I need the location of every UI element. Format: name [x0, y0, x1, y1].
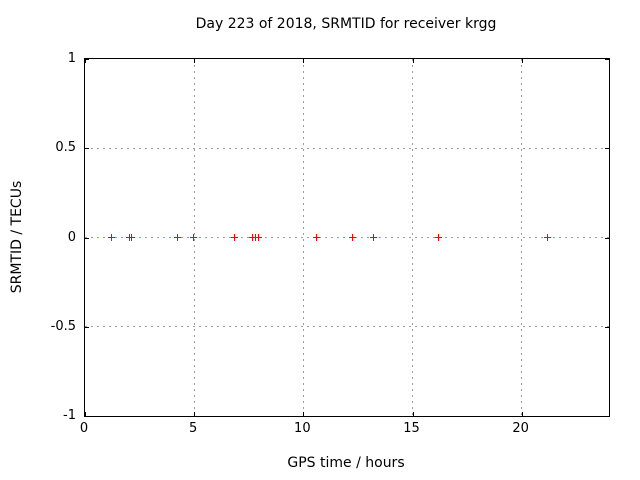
y-tick-mark	[605, 237, 609, 239]
h-gridline	[85, 147, 609, 149]
marker-vertical-bar	[438, 234, 440, 241]
x-tick-mark	[194, 59, 196, 63]
plot-area	[84, 58, 610, 417]
x-tick-label: 15	[403, 421, 420, 436]
marker-vertical-bar	[234, 234, 236, 241]
x-tick-mark	[521, 59, 523, 63]
y-tick-mark	[85, 416, 89, 417]
marker-vertical-bar	[192, 234, 194, 241]
x-tick-mark	[303, 59, 305, 63]
chart-title: Day 223 of 2018, SRMTID for receiver krg…	[195, 16, 497, 32]
x-tick-label: 5	[189, 421, 198, 436]
marker-vertical-bar	[372, 234, 374, 241]
data-point-marker	[348, 234, 356, 241]
x-tick-mark	[521, 412, 523, 416]
data-point-marker	[231, 234, 239, 241]
h-gridline	[85, 237, 609, 238]
y-tick-mark	[605, 326, 609, 328]
y-tick-label: 0.5	[55, 140, 76, 156]
y-tick-mark	[85, 237, 89, 239]
x-axis-label: GPS time / hours	[287, 455, 405, 471]
y-tick-label: 0	[67, 229, 76, 245]
y-tick-mark	[605, 59, 609, 60]
x-tick-label: 20	[512, 421, 529, 436]
marker-vertical-bar	[547, 234, 549, 241]
y-tick-mark	[85, 59, 89, 60]
y-tick-mark	[85, 148, 89, 150]
x-tick-mark	[412, 59, 414, 63]
data-point-marker	[369, 234, 377, 241]
marker-vertical-bar	[258, 234, 260, 241]
marker-vertical-bar	[315, 234, 317, 241]
data-point-marker	[174, 234, 182, 241]
x-tick-mark	[303, 412, 305, 416]
x-tick-mark	[194, 412, 196, 416]
y-tick-mark	[85, 326, 89, 328]
y-tick-label: -1	[63, 408, 76, 423]
y-tick-mark	[605, 148, 609, 150]
data-point-marker	[189, 234, 197, 241]
data-point-marker	[312, 234, 320, 241]
y-tick-label: -0.5	[50, 318, 76, 334]
x-tick-mark	[412, 412, 414, 416]
marker-vertical-bar	[177, 234, 179, 241]
h-gridline	[85, 326, 609, 328]
data-point-marker	[435, 234, 443, 241]
y-tick-mark	[605, 416, 609, 417]
x-tick-mark	[85, 412, 86, 416]
data-point-marker	[544, 234, 552, 241]
data-point-marker	[128, 234, 136, 241]
marker-vertical-bar	[131, 234, 133, 241]
x-tick-mark	[85, 59, 86, 63]
marker-vertical-bar	[351, 234, 353, 241]
data-point-marker	[255, 234, 263, 241]
x-tick-label: 0	[79, 421, 89, 436]
y-tick-label: 1	[67, 51, 76, 66]
marker-vertical-bar	[110, 234, 112, 241]
x-tick-label: 10	[294, 421, 311, 436]
data-point-marker	[107, 234, 115, 241]
